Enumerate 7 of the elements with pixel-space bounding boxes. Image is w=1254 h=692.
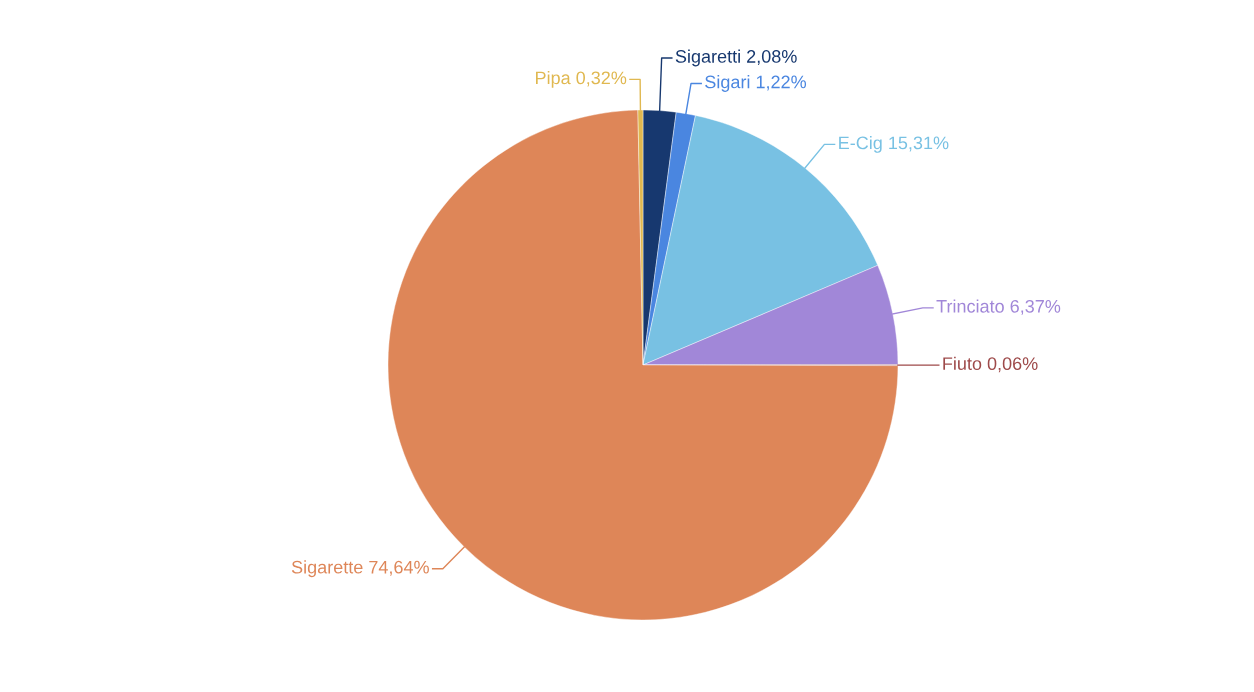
slice-label: Fiuto 0,06% xyxy=(943,356,1038,373)
slice-label: Sigarette 74,64% xyxy=(291,560,429,578)
slice-label: Sigaretti 2,08% xyxy=(675,49,797,67)
slice-label: Sigari 1,22% xyxy=(705,75,807,92)
slice-label: Trinciato 6,37% xyxy=(936,299,1061,315)
slice-label: E-Cig 15,31% xyxy=(839,136,949,153)
slice-label: Pipa 0,32% xyxy=(536,71,627,88)
